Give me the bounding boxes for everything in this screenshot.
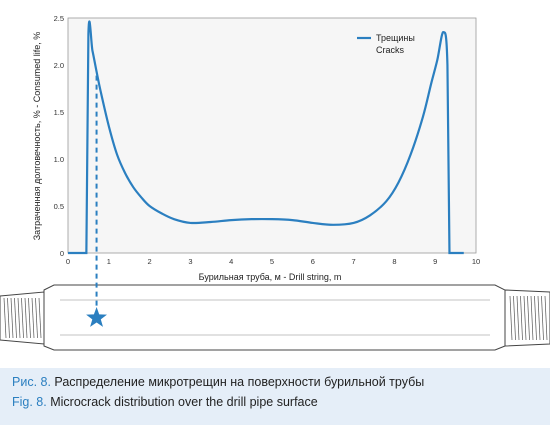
caption-text-en: Microcrack distribution over the drill p… (46, 395, 318, 409)
x-tick-label: 10 (472, 257, 480, 266)
caption-box: Рис. 8. Распределение микротрещин на пов… (0, 368, 550, 425)
caption-text-ru: Распределение микротрещин на поверхности… (50, 375, 425, 389)
thread-line (35, 297, 38, 339)
x-tick-label: 5 (270, 257, 274, 266)
y-tick-label: 1.0 (54, 155, 64, 164)
thread-line (516, 295, 520, 341)
thread-line (7, 297, 10, 339)
x-tick-label: 0 (66, 257, 70, 266)
y-tick-label: 2.5 (54, 14, 64, 23)
thread-line (530, 295, 534, 341)
thread-line (24, 297, 28, 339)
x-tick-label: 9 (433, 257, 437, 266)
legend-label-ru: Трещины (376, 33, 415, 43)
x-tick-label: 3 (188, 257, 192, 266)
y-tick-label: 0.5 (54, 202, 64, 211)
thread-line (544, 295, 548, 341)
caption-ru: Рис. 8. Распределение микротрещин на пов… (12, 375, 424, 389)
thread-line (3, 297, 7, 339)
y-axis-title: Затраченная долговечность, % - Consumed … (32, 32, 42, 241)
thread-line (10, 297, 14, 339)
x-tick-label: 4 (229, 257, 233, 266)
caption-fig-label-en: Fig. 8. (12, 395, 47, 409)
x-axis-title: Бурильная труба, м - Drill string, m (199, 272, 342, 282)
x-tick-label: 6 (311, 257, 315, 266)
drill-pipe-illustration (0, 284, 550, 351)
x-tick-label: 7 (352, 257, 356, 266)
caption-fig-label-ru: Рис. 8. (12, 375, 51, 389)
thread-line (21, 297, 24, 339)
legend-label-en: Cracks (376, 45, 405, 55)
thread-line (534, 295, 537, 341)
thread-line (537, 295, 541, 341)
thread-line (523, 295, 527, 341)
thread-line (17, 297, 21, 339)
y-tick-label: 2.0 (54, 61, 64, 70)
thread-line (520, 295, 523, 341)
thread-line (509, 295, 513, 341)
caption-en: Fig. 8. Microcrack distribution over the… (12, 395, 318, 409)
thread-line (38, 297, 42, 339)
thread-line (14, 297, 17, 339)
thread-line (527, 295, 530, 341)
x-tick-label: 1 (107, 257, 111, 266)
plot-area (67, 17, 477, 254)
thread-line (541, 295, 544, 341)
x-tick-label: 8 (392, 257, 396, 266)
thread-line (513, 295, 516, 341)
y-tick-label: 0 (60, 249, 64, 258)
x-tick-label: 2 (148, 257, 152, 266)
legend: Трещины Cracks (357, 33, 415, 55)
series-line-cracks (68, 20, 464, 255)
y-tick-label: 1.5 (54, 108, 64, 117)
series-layer (68, 20, 464, 255)
ticks-layer: 0 1 2 3 4 5 6 7 8 9 10 0 0.5 1.0 1.5 2.0 2.5 (54, 14, 481, 266)
star-icon (86, 307, 107, 327)
thread-line (28, 297, 31, 339)
thread-line (31, 297, 35, 339)
thread-hatching (3, 295, 548, 341)
